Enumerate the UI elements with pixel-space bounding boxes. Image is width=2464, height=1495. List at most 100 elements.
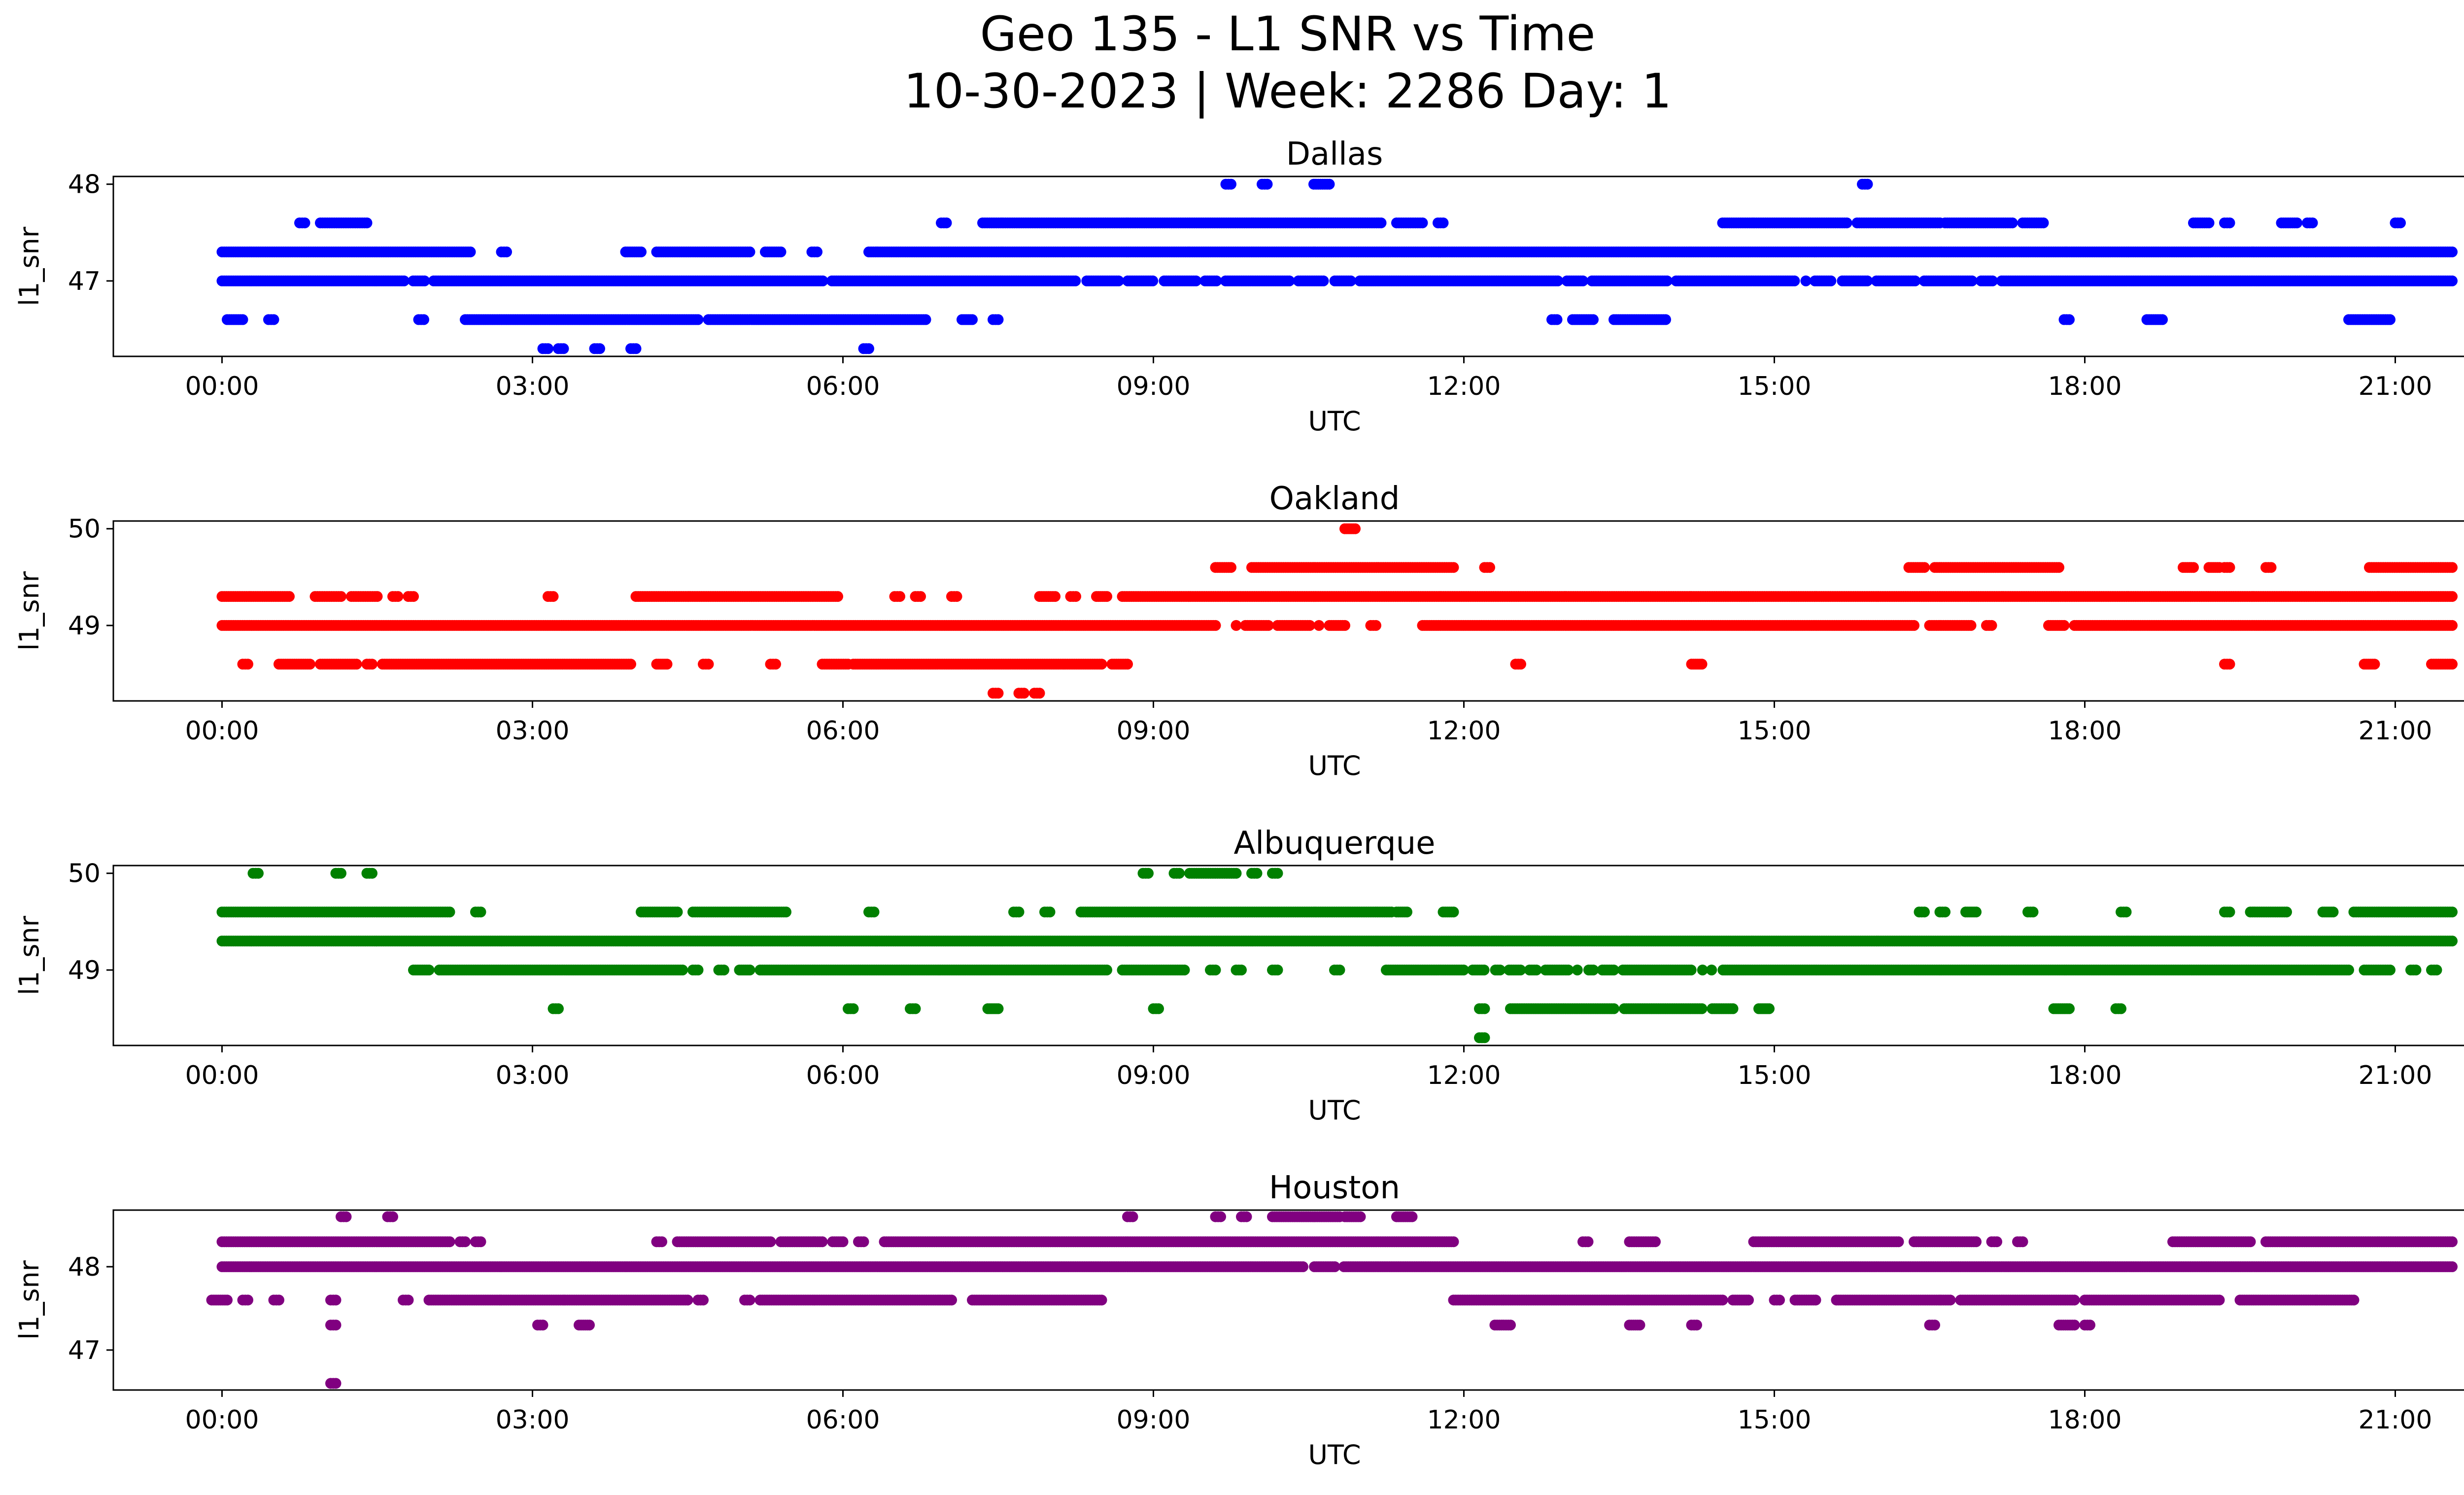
data-point — [703, 659, 714, 670]
data-point — [1661, 275, 1673, 286]
x-tick-label: 15:00 — [1738, 372, 1812, 401]
data-point — [1660, 314, 1671, 325]
x-tick-label: 03:00 — [496, 372, 570, 401]
data-point — [1113, 275, 1124, 286]
x-tick-label: 03:00 — [496, 716, 570, 746]
data-point — [2447, 591, 2458, 602]
y-tick-label: 47 — [68, 267, 101, 296]
data-point — [1417, 217, 1428, 229]
data-point — [1986, 620, 1997, 631]
data-point — [1862, 178, 1873, 190]
data-point — [1862, 275, 1873, 286]
data-point — [2053, 562, 2064, 573]
data-point — [1019, 688, 1029, 699]
data-point — [1211, 275, 1222, 286]
data-point — [1262, 178, 1273, 190]
subplot-title: Albuquerque — [1233, 825, 1435, 862]
data-point — [2265, 562, 2277, 573]
data-point — [2447, 562, 2458, 573]
data-point — [284, 591, 295, 602]
data-point — [1484, 562, 1495, 573]
data-point — [2188, 562, 2199, 573]
x-tick-label: 00:00 — [185, 716, 259, 746]
data-series-albuquerque — [216, 868, 2458, 1043]
data-point — [692, 314, 704, 325]
data-point — [817, 275, 828, 286]
data-point — [2447, 620, 2458, 631]
data-point — [392, 591, 404, 602]
data-point — [832, 591, 843, 602]
data-point — [418, 314, 429, 325]
axes-frame — [112, 520, 2464, 702]
data-point — [967, 314, 978, 325]
data-point — [501, 246, 512, 258]
data-point — [1800, 275, 1812, 286]
x-tick-label: 21:00 — [2359, 716, 2432, 746]
data-point — [2224, 562, 2235, 573]
data-point — [920, 314, 931, 325]
data-point — [1096, 659, 1107, 670]
data-point — [1370, 620, 1381, 631]
data-point — [775, 246, 787, 258]
data-point — [242, 659, 253, 670]
y-tick-label: 49 — [68, 611, 101, 641]
data-point — [1190, 275, 1201, 286]
data-point — [992, 314, 1004, 325]
data-series-oakland — [216, 523, 2458, 699]
data-point — [305, 659, 315, 670]
data-point — [1313, 620, 1325, 631]
data-point — [1070, 275, 1081, 286]
data-point — [2447, 275, 2458, 286]
data-point — [1318, 275, 1329, 286]
x-tick-label: 06:00 — [806, 372, 880, 401]
data-point — [992, 688, 1004, 699]
data-point — [1034, 688, 1045, 699]
data-point — [2157, 314, 2168, 325]
data-point — [770, 659, 781, 670]
data-point — [1226, 562, 1236, 573]
x-axis-label: UTC — [1308, 406, 1361, 437]
data-point — [1909, 620, 1919, 631]
data-point — [1263, 620, 1274, 631]
data-point — [1147, 275, 1159, 286]
data-point — [558, 343, 569, 354]
subplot-title: Oakland — [1269, 481, 1400, 517]
x-tick-label: 18:00 — [2048, 716, 2122, 746]
data-point — [1284, 275, 1295, 286]
data-point — [465, 246, 476, 258]
data-point — [2224, 659, 2235, 670]
data-point — [372, 591, 383, 602]
data-point — [419, 275, 430, 286]
data-point — [915, 591, 926, 602]
x-tick-label: 09:00 — [1117, 716, 1191, 746]
data-point — [636, 246, 647, 258]
data-point — [1122, 659, 1133, 670]
x-tick-label: 18:00 — [2048, 372, 2122, 401]
data-point — [1789, 275, 1800, 286]
x-tick-label: 09:00 — [1117, 372, 1191, 401]
data-point — [1910, 275, 1921, 286]
data-point — [894, 591, 905, 602]
data-point — [408, 591, 419, 602]
data-point — [1551, 314, 1563, 325]
data-point — [2203, 217, 2215, 229]
data-point — [2224, 217, 2235, 229]
data-point — [1339, 620, 1350, 631]
data-point — [367, 659, 377, 670]
x-tick-label: 15:00 — [1738, 716, 1812, 746]
data-point — [398, 275, 410, 286]
data-point — [2447, 246, 2458, 258]
data-point — [1919, 562, 1930, 573]
data-point — [630, 343, 642, 354]
data-point — [661, 659, 673, 670]
data-point — [1696, 659, 1708, 670]
data-point — [594, 343, 605, 354]
data-point — [2385, 314, 2396, 325]
data-point — [1050, 591, 1061, 602]
data-point — [1552, 275, 1564, 286]
data-point — [1350, 523, 1361, 534]
